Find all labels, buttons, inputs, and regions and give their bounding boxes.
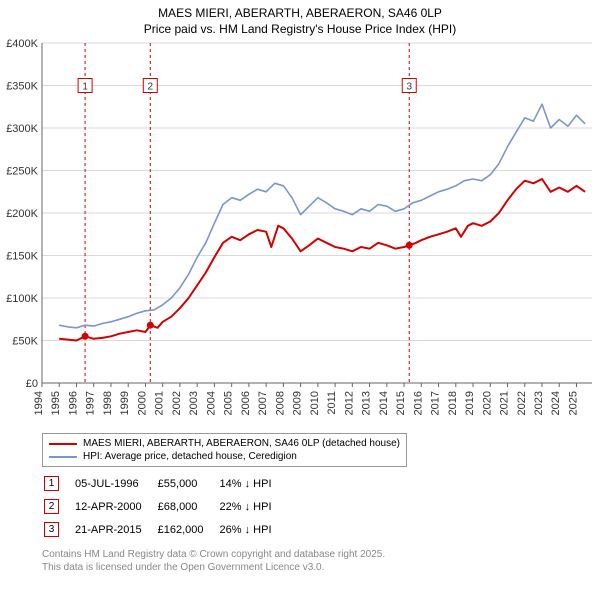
svg-text:1994: 1994 xyxy=(33,391,45,415)
sale-row: 1 05-JUL-1996£55,00014% ↓ HPI xyxy=(44,473,286,494)
legend-item: HPI: Average price, detached house, Cere… xyxy=(49,450,400,463)
footer-line1: Contains HM Land Registry data © Crown c… xyxy=(42,548,600,561)
svg-text:2002: 2002 xyxy=(171,391,183,415)
svg-text:2008: 2008 xyxy=(274,391,286,415)
svg-text:1996: 1996 xyxy=(67,391,79,415)
chart-title: MAES MIERI, ABERARTH, ABERAERON, SA46 0L… xyxy=(0,0,600,37)
sale-row: 3 21-APR-2015£162,00026% ↓ HPI xyxy=(44,519,286,540)
legend-swatch xyxy=(49,443,77,445)
svg-text:£350K: £350K xyxy=(6,81,38,93)
svg-text:£300K: £300K xyxy=(6,123,38,135)
svg-text:1: 1 xyxy=(82,82,88,93)
sale-date: 05-JUL-1996 xyxy=(75,473,156,494)
svg-text:2022: 2022 xyxy=(516,391,528,415)
sale-diff: 26% ↓ HPI xyxy=(220,519,286,540)
sale-price: £55,000 xyxy=(158,473,218,494)
svg-text:2024: 2024 xyxy=(550,391,562,415)
sale-number-badge: 3 xyxy=(44,522,59,537)
svg-text:£150K: £150K xyxy=(6,251,38,263)
sale-price: £162,000 xyxy=(158,519,218,540)
footer-attribution: Contains HM Land Registry data © Crown c… xyxy=(42,548,600,574)
svg-text:2007: 2007 xyxy=(257,391,269,415)
svg-text:2006: 2006 xyxy=(240,391,252,415)
legend-label: HPI: Average price, detached house, Cere… xyxy=(83,451,297,462)
svg-text:£200K: £200K xyxy=(6,208,38,220)
svg-text:3: 3 xyxy=(406,82,412,93)
svg-text:£0: £0 xyxy=(26,378,38,390)
svg-text:2013: 2013 xyxy=(361,391,373,415)
svg-text:2019: 2019 xyxy=(464,391,476,415)
footer-line2: This data is licensed under the Open Gov… xyxy=(42,561,600,574)
svg-text:2004: 2004 xyxy=(205,391,217,415)
legend: MAES MIERI, ABERARTH, ABERAERON, SA46 0L… xyxy=(42,433,407,467)
svg-text:2023: 2023 xyxy=(533,391,545,415)
chart-area: £0 £50K £100K £150K £200K £250K £300K £350K £400… xyxy=(0,37,600,427)
svg-text:2017: 2017 xyxy=(430,391,442,415)
legend-swatch xyxy=(49,456,77,458)
svg-text:2025: 2025 xyxy=(567,391,579,415)
svg-text:£50K: £50K xyxy=(12,336,38,348)
sale-diff: 22% ↓ HPI xyxy=(220,496,286,517)
svg-text:2011: 2011 xyxy=(326,391,338,415)
sale-date: 12-APR-2000 xyxy=(75,496,156,517)
svg-text:2016: 2016 xyxy=(412,391,424,415)
title-line2: Price paid vs. HM Land Registry's House … xyxy=(0,22,600,38)
svg-text:£100K: £100K xyxy=(6,293,38,305)
sale-price: £68,000 xyxy=(158,496,218,517)
svg-text:2005: 2005 xyxy=(223,391,235,415)
title-line1: MAES MIERI, ABERARTH, ABERAERON, SA46 0L… xyxy=(0,6,600,22)
svg-text:1995: 1995 xyxy=(50,391,62,415)
svg-text:2003: 2003 xyxy=(188,391,200,415)
svg-text:2000: 2000 xyxy=(136,391,148,415)
svg-text:2009: 2009 xyxy=(292,391,304,415)
svg-text:2021: 2021 xyxy=(499,391,511,415)
svg-text:2018: 2018 xyxy=(447,391,459,415)
svg-text:£250K: £250K xyxy=(6,166,38,178)
sale-number-badge: 2 xyxy=(44,499,59,514)
svg-text:2020: 2020 xyxy=(481,391,493,415)
legend-item: MAES MIERI, ABERARTH, ABERAERON, SA46 0L… xyxy=(49,437,400,450)
svg-text:£400K: £400K xyxy=(6,38,38,50)
svg-text:1998: 1998 xyxy=(102,391,114,415)
svg-text:2: 2 xyxy=(147,82,153,93)
svg-text:2012: 2012 xyxy=(343,391,355,415)
chart-svg: £0 £50K £100K £150K £200K £250K £300K £350K £400… xyxy=(0,37,600,427)
sale-row: 2 12-APR-2000£68,00022% ↓ HPI xyxy=(44,496,286,517)
sale-number-badge: 1 xyxy=(44,476,59,491)
svg-text:1997: 1997 xyxy=(85,391,97,415)
sale-diff: 14% ↓ HPI xyxy=(220,473,286,494)
svg-text:2014: 2014 xyxy=(378,391,390,415)
svg-text:2010: 2010 xyxy=(309,391,321,415)
svg-text:2001: 2001 xyxy=(154,391,166,415)
legend-label: MAES MIERI, ABERARTH, ABERAERON, SA46 0L… xyxy=(83,438,400,449)
sale-date: 21-APR-2015 xyxy=(75,519,156,540)
svg-text:1999: 1999 xyxy=(119,391,131,415)
sales-table: 1 05-JUL-1996£55,00014% ↓ HPI 2 12-APR-2000… xyxy=(42,471,288,542)
svg-text:2015: 2015 xyxy=(395,391,407,415)
